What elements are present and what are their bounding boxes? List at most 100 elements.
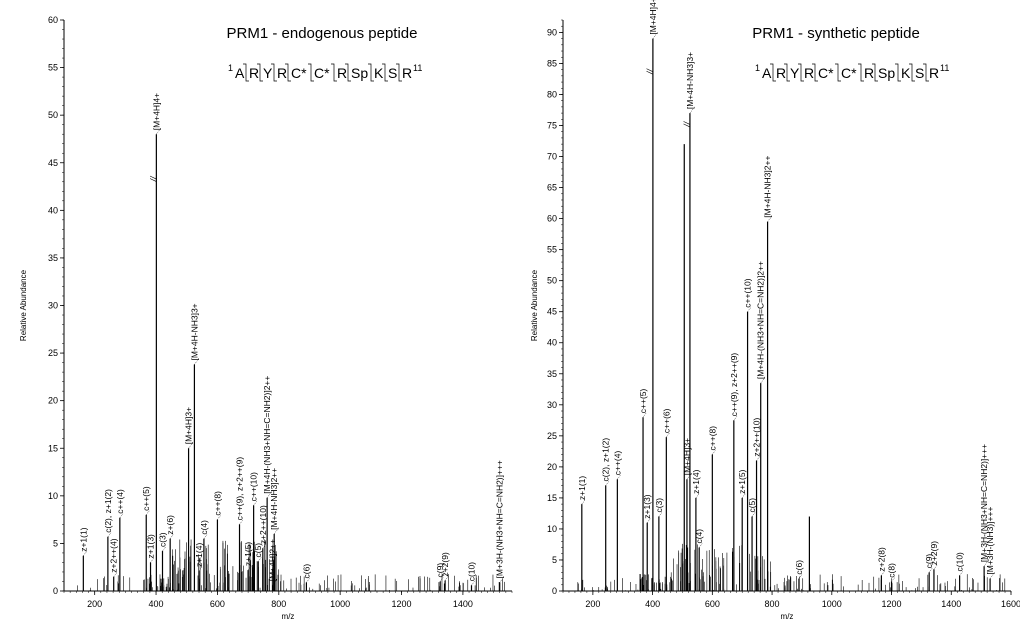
peak-label: c(8) [887, 563, 897, 578]
fragment-cleavage-marker [909, 63, 915, 82]
peak-label-leader [188, 444, 192, 449]
fragment-cleavage-marker [784, 63, 790, 82]
sequence-residue: K [901, 65, 911, 81]
fragment-cleavage-marker [923, 63, 929, 82]
peak-label: c++(5) [141, 486, 151, 511]
peak-label: z+1(4) [194, 543, 204, 567]
fragment-cleavage-marker [285, 63, 291, 82]
peak-label: c(5) [747, 498, 757, 513]
x-tick-label: 200 [585, 599, 600, 609]
sequence-residue: S [388, 65, 397, 81]
peak-label-leader [751, 512, 756, 517]
peak-label-leader [162, 546, 166, 552]
peak-label-leader [253, 501, 257, 506]
sequence-residue: R [402, 65, 412, 81]
sequence-residue: S [915, 65, 924, 81]
peak-label: c++(4) [115, 489, 125, 514]
peak-label-leader [652, 34, 657, 39]
fragment-cleavage-marker [835, 63, 841, 82]
peak-label: c(10) [955, 552, 965, 572]
sequence-residue: Y [790, 65, 800, 81]
sequence-residue: A [762, 65, 772, 81]
y-tick-label: 70 [547, 152, 557, 162]
peak-label: c++(9), z+2++(9) [235, 457, 245, 521]
peak-label-leader [767, 217, 771, 222]
fragment-cleavage-marker [345, 63, 351, 82]
peak-label: [M+4H]2++ [268, 539, 278, 581]
y-tick-label: 15 [547, 493, 557, 503]
peak-label-leader [689, 108, 694, 114]
y-tick-label: 60 [48, 15, 58, 25]
x-tick-label: 1400 [453, 599, 473, 609]
y-tick-label: 85 [547, 58, 557, 68]
fragment-cleavage-marker [271, 63, 277, 82]
x-tick-label: 1000 [822, 599, 842, 609]
peak-label-leader [83, 551, 87, 556]
y-tick-label: 40 [547, 338, 557, 348]
x-tick-label: 1200 [882, 599, 902, 609]
sequence-residue: C* [291, 65, 307, 81]
peak-label-leader [119, 513, 124, 518]
peak-label-leader [306, 578, 310, 583]
y-tick-label: 45 [547, 307, 557, 317]
peak-label: z+2++(10) [752, 418, 762, 457]
peak-label: c++(8) [707, 426, 717, 451]
y-tick-label: 0 [552, 586, 557, 596]
y-tick-label: 35 [547, 369, 557, 379]
peak-label-leader [247, 565, 252, 571]
y-tick-label: 45 [48, 158, 58, 168]
peptide-sequence: 1 A R Y R C* C* R Sp K S R 11 [755, 63, 949, 82]
x-tick-label: 1400 [941, 599, 961, 609]
x-tick-label: 600 [705, 599, 720, 609]
peak-label-leader [928, 568, 933, 573]
peak-label-leader [756, 456, 760, 461]
peak-label: c(4) [199, 520, 209, 535]
peak-label-leader [698, 543, 703, 548]
sequence-residue: R [776, 65, 786, 81]
peak-label: z+(6) [165, 515, 175, 535]
chart-title: PRM1 - endogenous peptide [227, 25, 418, 42]
peak-label: [M+4H]4+ [648, 0, 658, 35]
peak-label-leader [217, 515, 221, 520]
fragment-cleavage-marker [858, 63, 864, 82]
peak-label: c(9) [435, 563, 445, 578]
x-tick-label: 600 [210, 599, 225, 609]
peak-label: z+1(3) [146, 534, 156, 558]
peak-label: z+1(1) [78, 527, 88, 551]
peak-label-leader [169, 534, 174, 539]
x-tick-label: 1000 [330, 599, 350, 609]
synthetic-spectrum-panel: 0 5 10 15 20 25 30 35 40 45 50 55 60 65 70 75 80 85 90 200 4… [530, 0, 1020, 621]
y-tick-label: 40 [48, 205, 58, 215]
axis-break-mark: // [148, 175, 158, 183]
y-axis-title: Relative Abundance [530, 269, 539, 341]
y-tick-label: 55 [48, 63, 58, 73]
x-tick-label: 400 [149, 599, 164, 609]
peak-label-leader [581, 499, 586, 505]
peak-label: c++(9), z+2++(9) [729, 353, 739, 417]
y-tick-label: 10 [48, 491, 58, 501]
y-tick-label: 65 [547, 183, 557, 193]
sequence-residue: C* [818, 65, 834, 81]
peak-label-leader [733, 416, 738, 421]
peak-label-leader [273, 529, 278, 535]
peak-label: z+1(5) [737, 469, 747, 493]
peak-label: [M+4H]3+ [184, 407, 194, 444]
peak-label: [M+4H-NH3]3+ [189, 303, 199, 360]
peak-label-leader [113, 572, 117, 577]
sequence-residue: A [235, 65, 245, 81]
peak-label: z+1(5) [243, 542, 253, 566]
peak-label-leader [798, 574, 803, 579]
fragment-cleavage-marker [812, 63, 818, 82]
y-tick-label: 0 [53, 586, 58, 596]
peak-label-leader [499, 578, 503, 583]
peak-label-leader [203, 534, 208, 539]
peak-label-leader [150, 558, 154, 563]
peak-label: [M+3H-(NH3)]+++ [985, 507, 995, 575]
y-tick-label: 15 [48, 443, 58, 453]
y-tick-label: 80 [547, 89, 557, 99]
peak-label: [M+4H]3+ [682, 438, 692, 475]
x-tick-label: 1600 [1001, 599, 1020, 609]
y-tick-label: 20 [547, 462, 557, 472]
peak-label-leader [439, 577, 444, 582]
peak-label: z+2(8) [876, 547, 886, 571]
